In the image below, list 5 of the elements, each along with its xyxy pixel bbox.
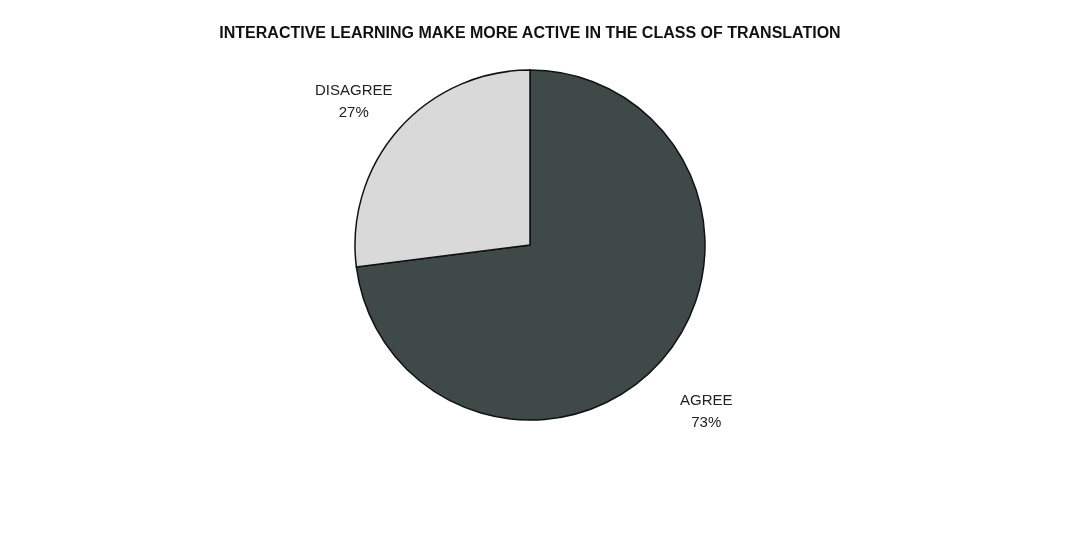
- slice-label: AGREE: [680, 391, 733, 409]
- data-label: 27%: [338, 102, 369, 120]
- chart-title: INTERACTIVE LEARNING MAKE MORE ACTIVE IN THE CLASS OF TRANSLATION: [219, 24, 841, 41]
- slice-label: DISAGREE: [314, 80, 393, 98]
- data-label: 73%: [691, 413, 722, 431]
